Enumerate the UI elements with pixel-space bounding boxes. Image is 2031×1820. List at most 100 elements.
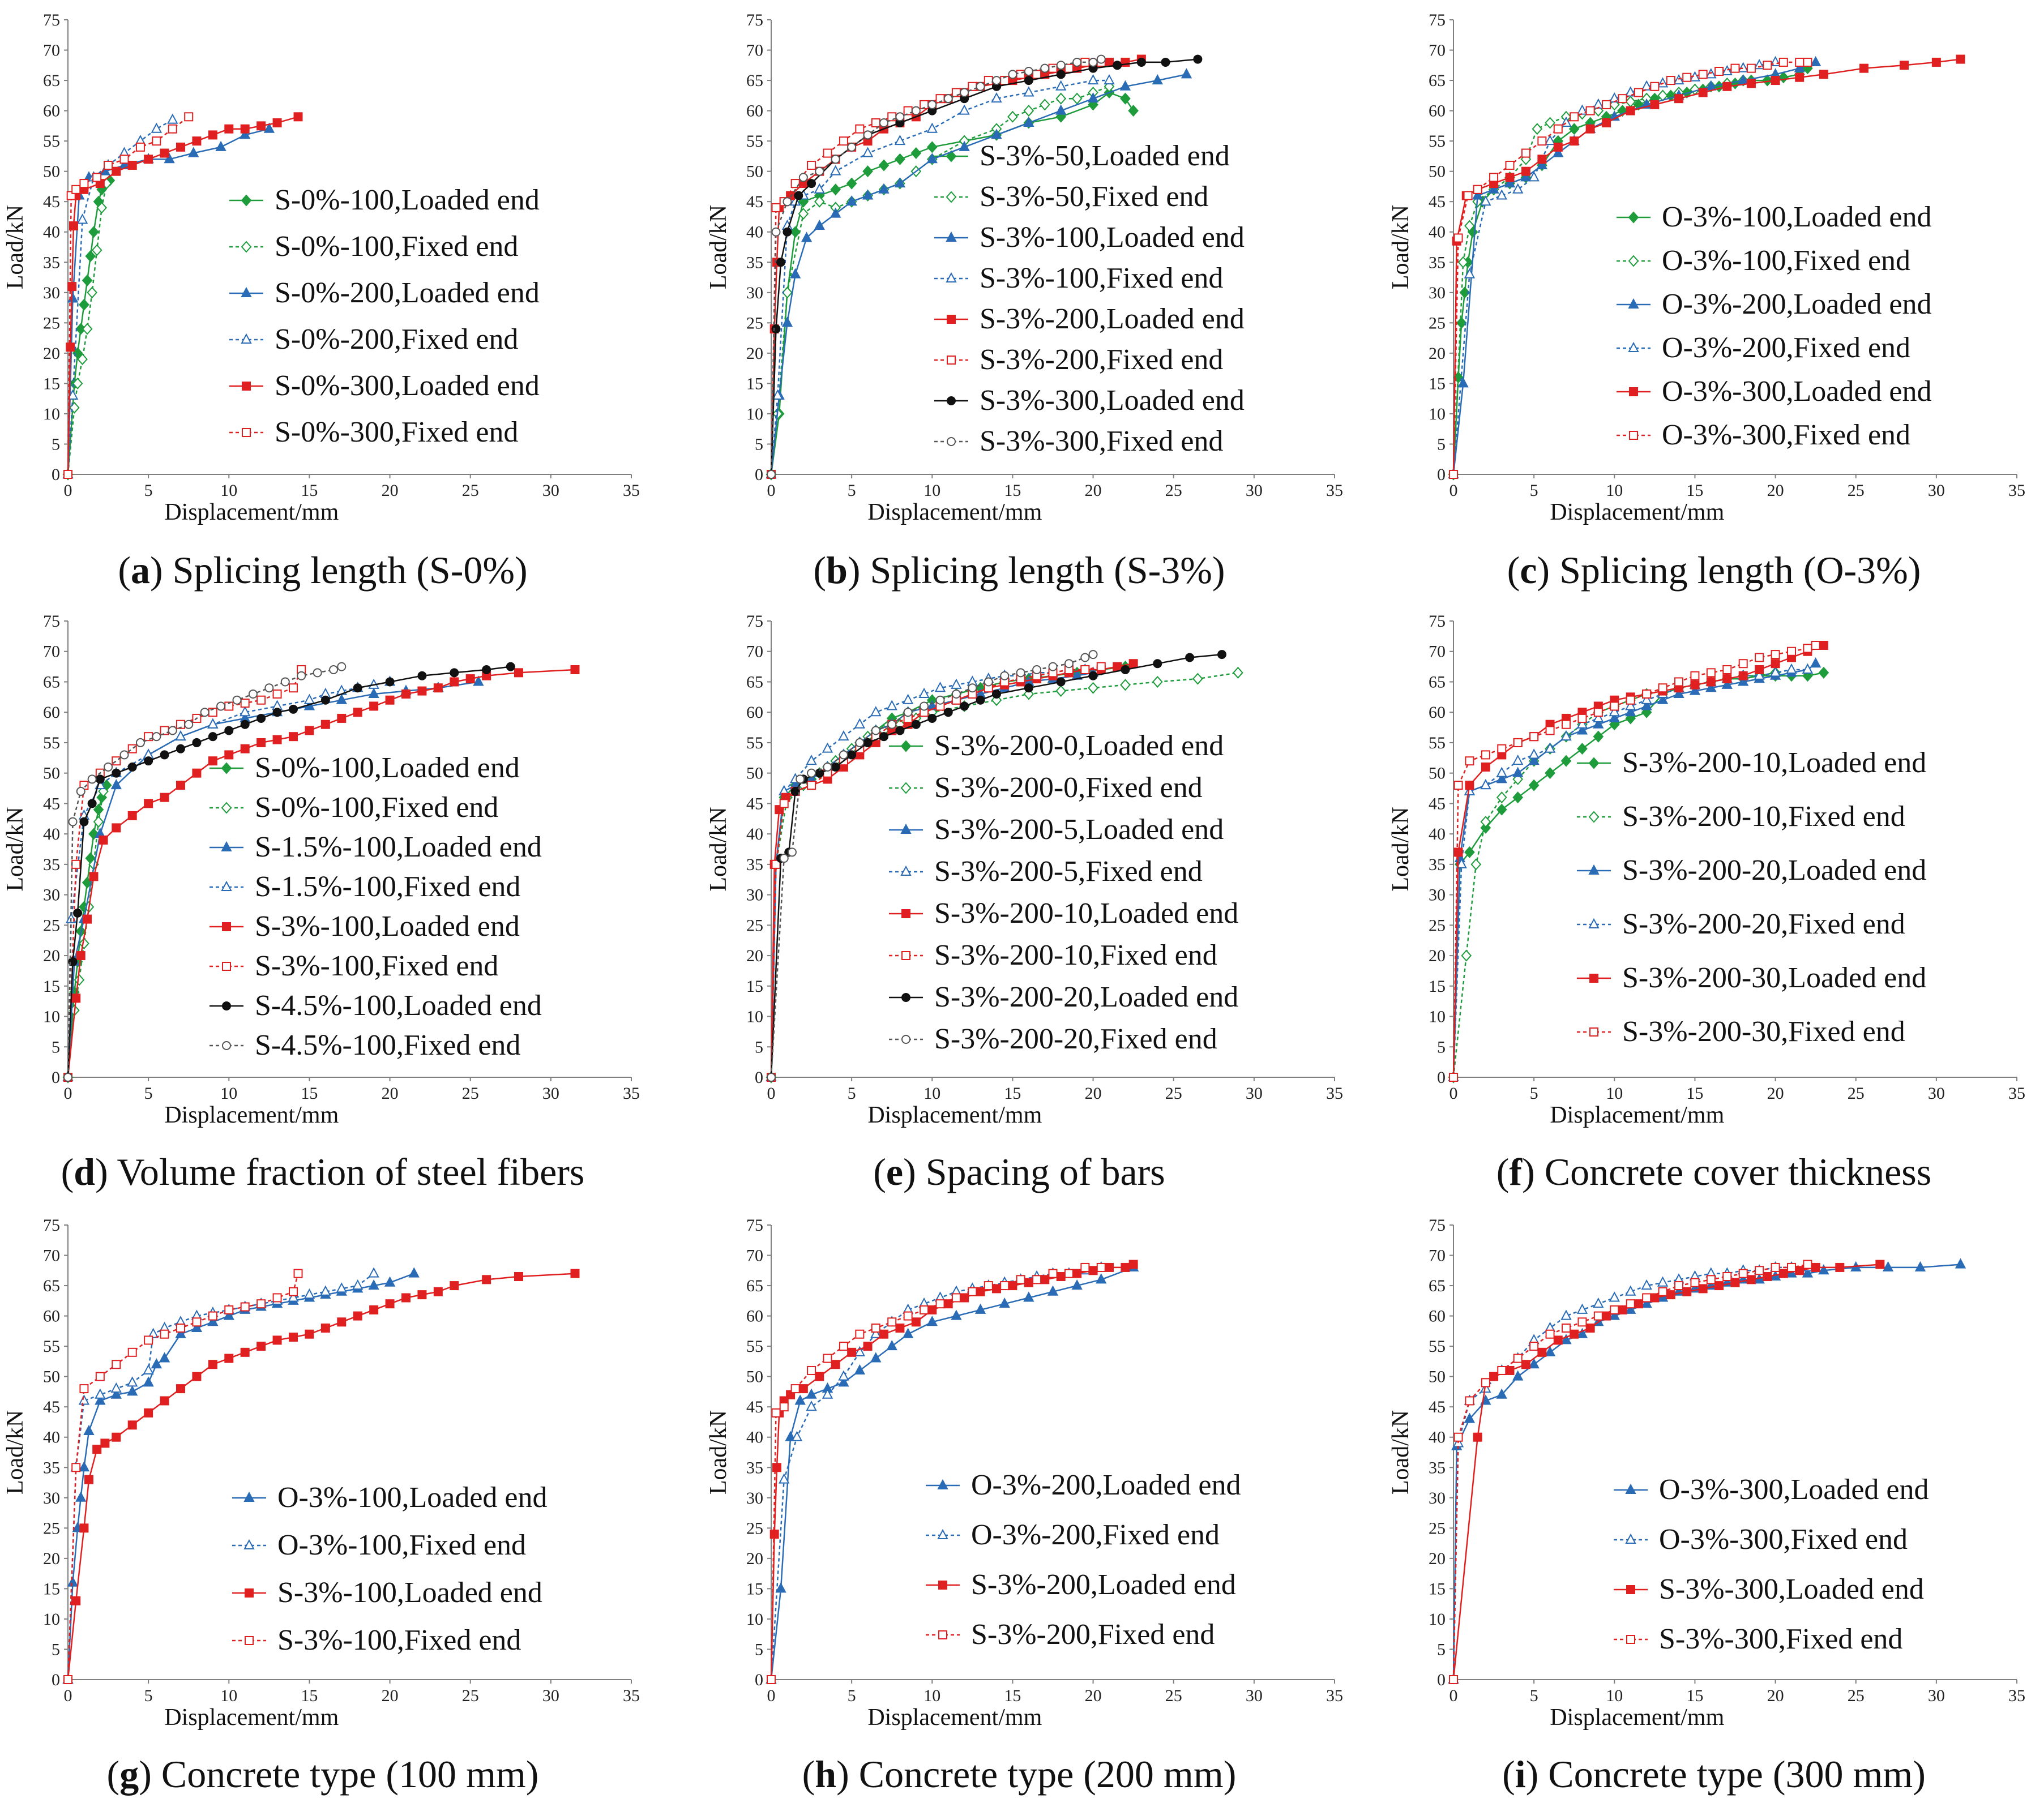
data-point <box>1087 92 1099 103</box>
data-point <box>482 665 491 674</box>
y-axis-title: Load/kN <box>2 1410 28 1494</box>
caption-paren: ( <box>118 549 131 592</box>
y-tick-label: 45 <box>746 794 763 813</box>
data-point <box>807 781 816 790</box>
y-tick-label: 35 <box>746 253 763 272</box>
y-tick-label: 15 <box>746 1579 763 1598</box>
y-tick-label: 60 <box>746 102 763 121</box>
x-tick-label: 5 <box>1530 481 1538 500</box>
chart-panel-f: 0 5 10 15 20 25 30 35 40 45 50 55 60 65 70 75 0 5 10 15 20 25… <box>1388 612 2025 1193</box>
y-tick-label: 20 <box>1429 947 1446 965</box>
data-point <box>878 183 890 194</box>
data-point <box>1113 662 1122 671</box>
data-point <box>160 726 169 735</box>
data-point <box>1714 1281 1724 1291</box>
data-point <box>1529 732 1539 742</box>
data-point <box>112 823 121 833</box>
data-point <box>1955 1258 1966 1269</box>
x-tick-label: 15 <box>1686 1686 1703 1705</box>
data-point <box>66 342 75 352</box>
data-point <box>152 732 161 742</box>
data-point <box>863 738 873 747</box>
legend-entry: S-3%-200,Loaded end <box>926 1569 1236 1601</box>
legend-marker <box>1628 255 1639 267</box>
data-point <box>1593 718 1604 729</box>
data-point <box>1016 668 1025 678</box>
data-point <box>1113 61 1122 70</box>
data-point <box>1152 74 1163 85</box>
data-point <box>1593 730 1604 743</box>
data-point <box>951 678 962 689</box>
legend-entry: S-3%-200-20,Fixed end <box>889 1023 1217 1055</box>
data-point <box>903 1311 913 1321</box>
data-point <box>1087 74 1099 85</box>
data-point <box>160 1396 169 1406</box>
data-point <box>293 112 303 122</box>
data-point <box>779 1473 790 1484</box>
data-point <box>224 1354 234 1363</box>
y-tick-label: 75 <box>746 11 763 29</box>
legend-marker <box>1626 1585 1635 1594</box>
data-point <box>67 282 77 292</box>
legend-entry: S-3%-200-20,Fixed end <box>1577 908 1905 940</box>
data-point <box>1593 1311 1603 1321</box>
legend-label: S-3%-50,Fixed end <box>980 181 1208 213</box>
legend-entry: S-1.5%-100,Loaded end <box>209 831 542 863</box>
series-line <box>1452 1264 1961 1680</box>
caption-text: ) Splicing length (O-3%) <box>1537 549 1921 592</box>
data-point <box>506 662 515 671</box>
y-tick-label: 55 <box>746 734 763 752</box>
data-point <box>408 1267 420 1278</box>
data-point <box>112 1360 121 1369</box>
data-point <box>1472 189 1483 200</box>
y-tick-label: 0 <box>52 465 60 484</box>
data-point <box>1562 1324 1571 1333</box>
data-point <box>1755 653 1764 662</box>
data-point <box>783 227 792 237</box>
data-point <box>224 726 234 735</box>
legend-label: S-0%-300,Fixed end <box>275 416 518 448</box>
data-point <box>1464 268 1476 279</box>
y-tick-label: 60 <box>746 1307 763 1326</box>
data-point <box>1562 720 1571 729</box>
series-line <box>67 681 390 1078</box>
y-tick-label: 30 <box>746 886 763 905</box>
data-point <box>1730 1278 1740 1287</box>
legend-label: S-3%-100,Loaded end <box>255 910 520 943</box>
x-tick-label: 35 <box>2008 1686 2025 1705</box>
data-point <box>1721 678 1733 689</box>
data-point <box>1689 684 1701 695</box>
y-tick-label: 20 <box>746 947 763 965</box>
y-tick-label: 55 <box>1429 734 1446 752</box>
x-tick-label: 25 <box>1165 1686 1182 1705</box>
y-tick-label: 15 <box>43 1579 60 1598</box>
data-point <box>417 671 427 680</box>
y-tick-label: 30 <box>43 886 60 905</box>
data-point <box>1690 1278 1700 1287</box>
data-point <box>1666 1290 1675 1300</box>
series <box>1449 1260 1812 1684</box>
data-point <box>1512 755 1524 765</box>
data-point <box>272 689 282 699</box>
data-point <box>1473 1432 1482 1442</box>
caption: (d) Volume fraction of steel fibers <box>61 1150 585 1193</box>
x-tick-label: 10 <box>1606 1084 1623 1103</box>
data-point <box>127 1347 137 1357</box>
legend-marker <box>1589 974 1598 983</box>
x-tick-label: 35 <box>1326 481 1343 500</box>
data-point <box>926 122 938 133</box>
data-point <box>79 179 89 189</box>
data-point <box>89 872 99 881</box>
data-point <box>902 1327 914 1338</box>
data-point <box>1128 1260 1138 1269</box>
legend-marker <box>245 1588 254 1598</box>
data-point <box>959 140 970 151</box>
data-point <box>369 701 379 711</box>
data-point <box>71 993 81 1003</box>
x-tick-label: 5 <box>1530 1084 1538 1103</box>
data-point <box>1048 63 1058 73</box>
y-tick-label: 45 <box>1429 192 1446 211</box>
legend-marker <box>221 762 232 774</box>
data-point <box>1721 65 1733 76</box>
data-point <box>1610 701 1619 711</box>
